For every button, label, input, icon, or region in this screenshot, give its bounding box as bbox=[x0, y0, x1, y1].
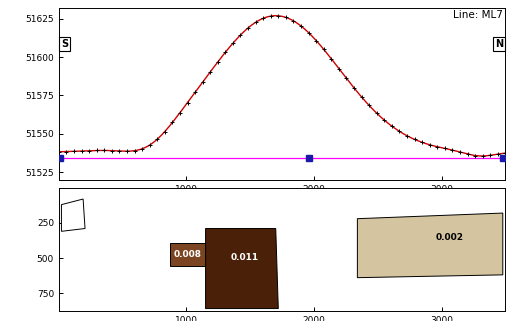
Text: Line: ML7: Line: ML7 bbox=[453, 10, 503, 20]
Text: S: S bbox=[61, 39, 68, 49]
Text: 0.002: 0.002 bbox=[435, 233, 463, 242]
Polygon shape bbox=[206, 229, 279, 308]
Polygon shape bbox=[61, 199, 85, 231]
Text: 0.008: 0.008 bbox=[174, 250, 202, 259]
Text: 0.011: 0.011 bbox=[231, 253, 259, 262]
Polygon shape bbox=[170, 243, 206, 266]
Text: N: N bbox=[495, 39, 503, 49]
Polygon shape bbox=[357, 213, 503, 278]
